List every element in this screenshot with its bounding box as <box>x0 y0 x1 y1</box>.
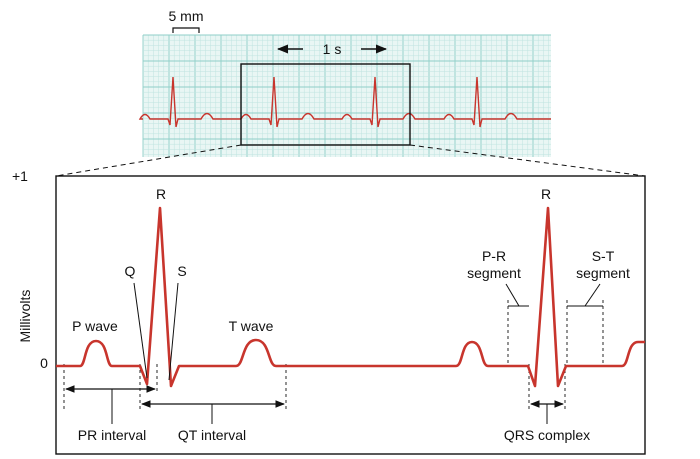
q-pointer <box>133 282 148 379</box>
scale-bracket: 5 mm <box>169 8 204 33</box>
qrs-complex-label: QRS complex <box>504 427 590 443</box>
time-arrow: 1 s <box>276 41 388 57</box>
pr-segment-pointer <box>505 283 520 307</box>
st-segment-label-line1: S-T <box>592 248 615 264</box>
main-trace <box>56 206 645 388</box>
axis-top-tick: +1 <box>12 168 28 184</box>
st-segment-pointer <box>584 283 601 307</box>
strip-grid <box>142 34 551 157</box>
pr-interval-label: PR interval <box>78 427 146 443</box>
ecg-strip <box>138 34 551 157</box>
s-pointer <box>168 282 179 381</box>
p-wave-label: P wave <box>72 318 118 334</box>
strip-background <box>143 35 551 157</box>
pr-segment-label-line1: P-R <box>482 248 506 264</box>
t-wave-label: T wave <box>229 318 274 334</box>
scale-label: 5 mm <box>169 8 204 24</box>
time-label: 1 s <box>323 41 342 57</box>
zoom-window <box>240 63 411 146</box>
qt-interval-label: QT interval <box>178 427 246 443</box>
pr-segment-label-line2: segment <box>467 265 521 281</box>
q-label: Q <box>125 263 136 279</box>
st-segment-label-line2: segment <box>576 265 630 281</box>
zoom-connector-right <box>409 144 646 177</box>
zoom-connector-left <box>55 144 242 177</box>
s-label: S <box>177 263 186 279</box>
r-label-first: R <box>156 186 166 202</box>
strip-trace <box>138 76 551 128</box>
axis-zero-tick: 0 <box>40 355 48 371</box>
scale-bracket-line <box>172 27 200 33</box>
axis-ylabel: Millivolts <box>17 290 33 343</box>
r-label-second: R <box>541 186 551 202</box>
magnified-panel <box>55 175 646 455</box>
